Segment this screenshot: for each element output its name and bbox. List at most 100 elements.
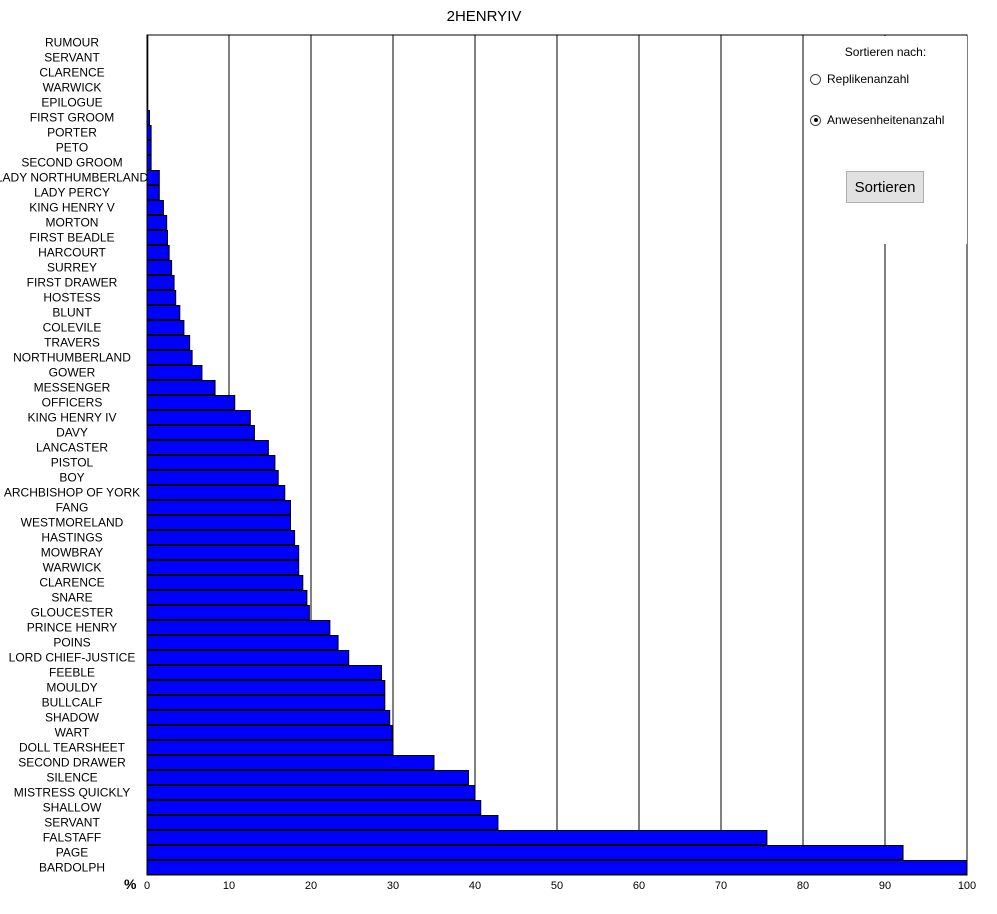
bar: [146, 605, 310, 620]
sort-panel: Sortieren nach: Replikenanzahl Anwesenhe…: [804, 36, 967, 244]
radio-option-anwesenheitenanzahl[interactable]: Anwesenheitenanzahl: [810, 113, 944, 127]
category-label: PRINCE HENRY: [27, 621, 117, 635]
x-tick-label: 50: [551, 880, 563, 892]
bar: [146, 320, 185, 335]
bar: [146, 365, 203, 380]
bar: [146, 845, 904, 860]
category-label: NORTHUMBERLAND: [13, 351, 131, 365]
bar: [146, 230, 168, 245]
category-label: FALSTAFF: [43, 831, 101, 845]
category-label: PAGE: [56, 846, 88, 860]
bar: [146, 755, 435, 770]
category-label: SERVANT: [44, 51, 100, 65]
category-label: COLEVILE: [43, 321, 102, 335]
x-tick-label: 100: [958, 880, 976, 892]
category-label: SERVANT: [44, 816, 100, 830]
category-label: PORTER: [47, 126, 97, 140]
radio-label: Replikenanzahl: [827, 72, 910, 86]
category-label: WESTMORELAND: [21, 516, 124, 530]
bar: [146, 95, 149, 110]
category-label: FIRST BEADLE: [29, 231, 114, 245]
category-label: EPILOGUE: [41, 96, 102, 110]
bar: [146, 380, 216, 395]
bar: [146, 80, 149, 95]
bar: [146, 545, 300, 560]
bar: [146, 515, 291, 530]
bar: [146, 695, 386, 710]
bar: [146, 560, 300, 575]
category-label: KING HENRY IV: [28, 411, 117, 425]
category-label: HARCOURT: [38, 246, 106, 260]
category-label: BULLCALF: [42, 696, 103, 710]
bar: [146, 770, 469, 785]
gridlines: [228, 35, 886, 875]
bar: [146, 65, 149, 80]
category-label: SILENCE: [46, 771, 97, 785]
category-label: MOWBRAY: [41, 546, 103, 560]
category-label: SECOND GROOM: [21, 156, 122, 170]
category-label: SHADOW: [45, 711, 100, 725]
bar: [146, 260, 173, 275]
bar: [146, 50, 149, 65]
unit-label: %: [124, 876, 137, 892]
category-label: MORTON: [46, 216, 99, 230]
bar: [146, 590, 308, 605]
bar: [146, 620, 331, 635]
bar: [146, 710, 391, 725]
x-tick-labels: 0 10 20 30 40 50 60 70 80 90 100: [144, 880, 976, 892]
x-tick-label: 60: [633, 880, 645, 892]
radio-label: Anwesenheitenanzahl: [827, 113, 945, 127]
category-label: WART: [55, 726, 90, 740]
category-label: LADY NORTHUMBERLAND: [0, 171, 148, 185]
bar: [146, 800, 482, 815]
x-tick-label: 20: [305, 880, 317, 892]
category-label: BLUNT: [52, 306, 92, 320]
radio-button[interactable]: [810, 73, 821, 85]
bar: [146, 830, 768, 845]
x-tick-label: 70: [715, 880, 727, 892]
bar: [146, 455, 276, 470]
category-label: RUMOUR: [45, 36, 99, 50]
category-label: HASTINGS: [41, 531, 102, 545]
x-tick-label: 80: [797, 880, 809, 892]
bar: [146, 395, 236, 410]
sort-button[interactable]: Sortieren: [846, 171, 924, 203]
bar: [146, 185, 160, 200]
category-label: KING HENRY V: [29, 201, 115, 215]
category-label: PISTOL: [51, 456, 94, 470]
bar: [146, 410, 251, 425]
bars: [146, 35, 968, 875]
bar: [146, 155, 152, 170]
category-label: FEEBLE: [49, 666, 95, 680]
category-label: SHALLOW: [43, 801, 102, 815]
bar: [146, 575, 304, 590]
bar: [146, 785, 476, 800]
chart-title: 2HENRYIV: [447, 8, 522, 25]
category-label: MOULDY: [46, 681, 97, 695]
bar: [146, 665, 383, 680]
bar: [146, 650, 350, 665]
x-tick-label: 10: [223, 880, 235, 892]
category-labels: RUMOURSERVANTCLARENCEWARWICKEPILOGUEFIRS…: [0, 36, 148, 875]
category-label: ARCHBISHOP OF YORK: [4, 486, 140, 500]
category-label: PETO: [56, 141, 88, 155]
category-label: SNARE: [51, 591, 92, 605]
radio-option-replikenanzahl[interactable]: Replikenanzahl: [810, 72, 909, 86]
sort-heading: Sortieren nach:: [844, 45, 927, 59]
category-label: FANG: [56, 501, 89, 515]
x-tick-label: 0: [144, 880, 150, 892]
category-label: OFFICERS: [42, 396, 103, 410]
bar: [146, 170, 160, 185]
bar: [146, 305, 181, 320]
category-label: WARWICK: [43, 81, 102, 95]
bar: [146, 860, 968, 875]
bar: [146, 485, 286, 500]
category-label: BARDOLPH: [39, 861, 105, 875]
category-label: CLARENCE: [39, 576, 104, 590]
bar: [146, 275, 175, 290]
bar: [146, 110, 150, 125]
category-label: GOWER: [49, 366, 96, 380]
bar: [146, 530, 296, 545]
radio-button[interactable]: [810, 114, 821, 126]
category-label: GLOUCESTER: [31, 606, 114, 620]
